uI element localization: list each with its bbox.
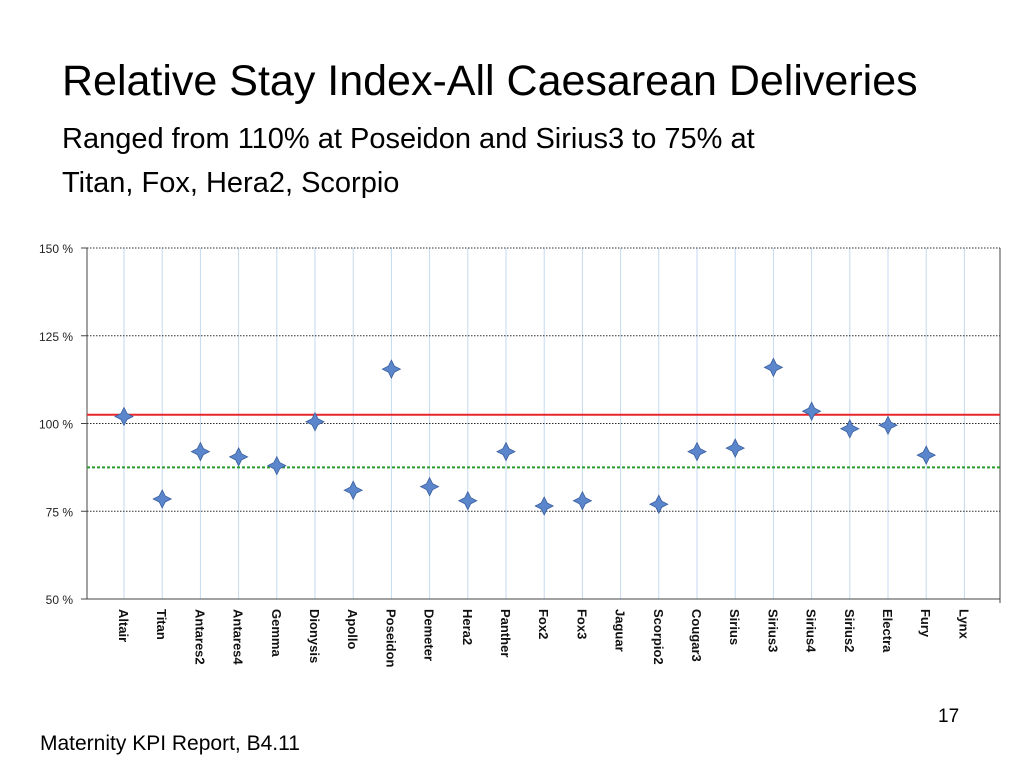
data-point-marker <box>419 476 440 497</box>
x-tick-label: Poseidon <box>383 609 398 668</box>
relative-stay-index-chart: 150 % 125 % 100 % 75 % 50 % Altair Titan Antare… <box>39 242 1001 668</box>
slide-subtitle: Ranged from 110% at Poseidon and Sirius3… <box>62 118 942 205</box>
y-tick-label: 75 % <box>46 505 74 519</box>
data-point-marker <box>266 455 287 476</box>
x-tick-label: Scorpio2 <box>651 609 666 665</box>
x-tick-label: Gemma <box>269 609 284 657</box>
slide-title: Relative Stay Index-All Caesarean Delive… <box>62 57 918 105</box>
x-tick-label: Sirius4 <box>804 609 819 653</box>
y-tick-label: 125 % <box>39 330 73 344</box>
x-tick-label: Panther <box>498 609 513 657</box>
x-tick-label: Hera2 <box>460 609 475 645</box>
data-point-marker <box>190 441 211 462</box>
x-tick-label: Cougar3 <box>689 609 704 662</box>
x-tick-label: Jaguar <box>613 609 628 652</box>
data-point-marker <box>878 415 898 436</box>
x-tick-label: Antares4 <box>231 609 246 665</box>
footer-source: Maternity KPI Report, B4.11 <box>40 732 300 755</box>
data-point-marker <box>114 406 134 427</box>
x-tick-label: Sirius2 <box>842 609 857 652</box>
data-point-marker <box>305 411 325 432</box>
x-tick-label: Electra <box>880 609 895 653</box>
data-point-marker <box>801 401 822 422</box>
data-point-marker <box>916 445 937 465</box>
data-point-marker <box>228 446 249 467</box>
x-tick-label: Fury <box>918 609 933 638</box>
x-tick-label: Lynx <box>956 609 971 640</box>
x-tick-label: Demeter <box>422 609 437 661</box>
data-point-marker <box>839 418 860 439</box>
page-number: 17 <box>938 706 960 727</box>
y-tick-label: 50 % <box>46 593 74 607</box>
data-point-marker <box>572 490 593 511</box>
subtitle-line-2: Titan, Fox, Hera2, Scorpio <box>62 166 400 199</box>
y-tick-label: 150 % <box>39 242 73 256</box>
x-tick-label: Fox3 <box>574 609 589 639</box>
data-point-marker <box>725 438 746 458</box>
data-point-marker <box>648 494 669 515</box>
x-tick-label: Dionysis <box>307 609 322 663</box>
data-point-marker <box>457 490 478 511</box>
y-tick-label: 100 % <box>39 418 73 432</box>
x-tick-label: Fox2 <box>536 609 551 639</box>
x-tick-label: Altair <box>116 609 131 642</box>
data-point-marker <box>763 357 784 378</box>
x-tick-label: Apollo <box>345 609 360 649</box>
data-point-marker <box>343 480 364 501</box>
subtitle-line-1: Ranged from 110% at Poseidon and Sirius3… <box>62 123 755 155</box>
data-point-marker <box>496 441 516 462</box>
x-tick-label: Sirius3 <box>765 609 780 652</box>
data-point-marker <box>381 359 402 379</box>
x-tick-label: Antares2 <box>192 609 207 665</box>
x-tick-label: Sirius <box>727 609 742 645</box>
x-tick-label: Titan <box>154 609 169 640</box>
data-point-marker <box>534 496 555 516</box>
data-point-marker <box>687 441 707 462</box>
data-point-marker <box>152 489 173 509</box>
